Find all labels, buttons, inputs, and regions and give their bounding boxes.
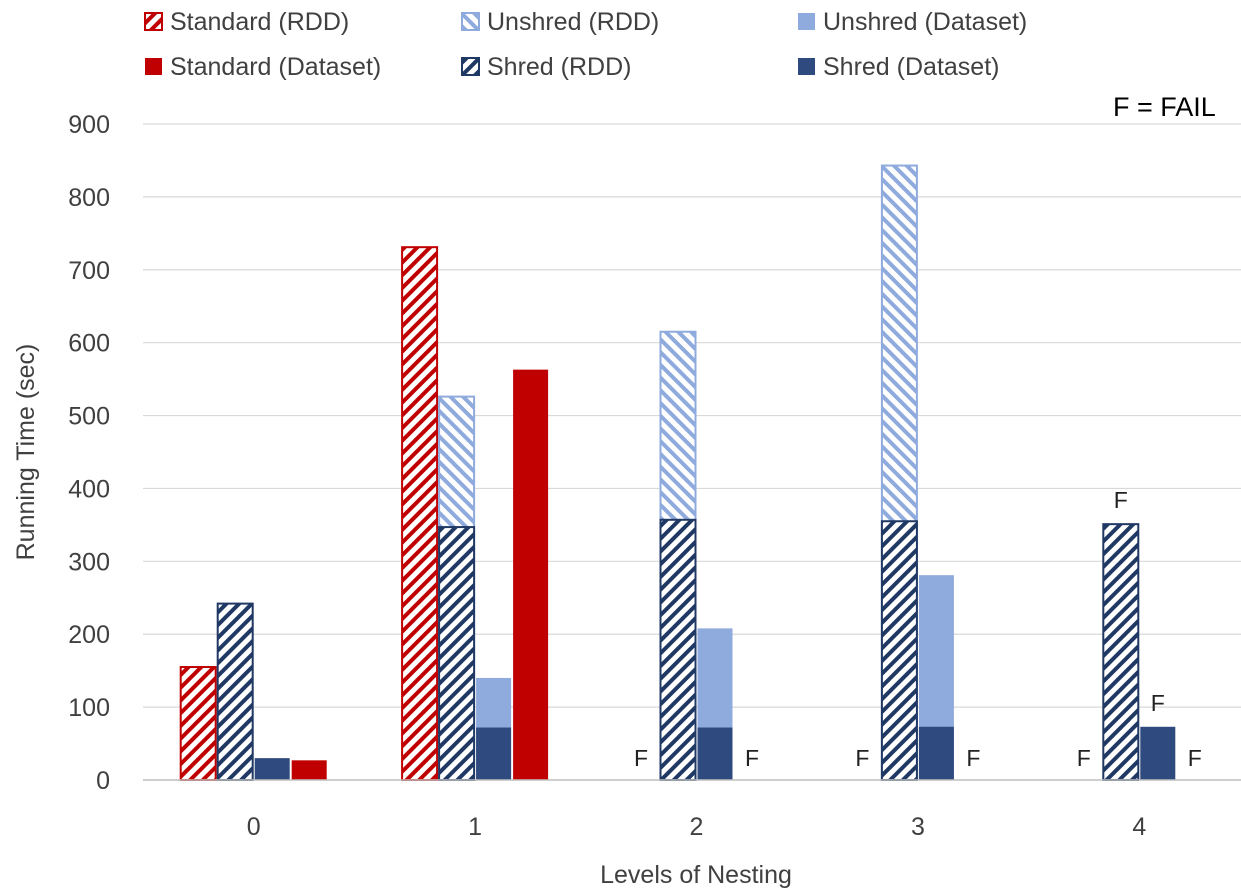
bar-shred-dataset-level-1 bbox=[476, 727, 512, 780]
fail-marker: F bbox=[745, 745, 759, 771]
fail-marker: F bbox=[1188, 745, 1202, 771]
bar-shred-rdd-level-4 bbox=[1102, 523, 1140, 781]
legend: Standard (RDD) Unshred (RDD) Unshred (Data… bbox=[144, 8, 1027, 81]
y-tick-label: 900 bbox=[68, 111, 110, 139]
fail-marker: F bbox=[1151, 690, 1165, 716]
x-axis-ticks: 0 1 2 3 4 bbox=[247, 813, 1147, 841]
x-tick-label: 0 bbox=[247, 813, 261, 841]
legend-label: Shred (Dataset) bbox=[823, 53, 999, 81]
y-tick-label: 600 bbox=[68, 330, 110, 358]
fail-marker: F bbox=[855, 745, 869, 771]
x-tick-label: 1 bbox=[468, 813, 482, 841]
y-tick-label: 200 bbox=[68, 621, 110, 649]
y-tick-label: 500 bbox=[68, 403, 110, 431]
bar-standard-rdd-level-0 bbox=[179, 666, 217, 781]
legend-label: Unshred (RDD) bbox=[487, 8, 659, 36]
fail-markers: F F F F F F F F bbox=[634, 487, 1202, 771]
fail-marker: F bbox=[1077, 745, 1091, 771]
legend-label: Unshred (Dataset) bbox=[823, 8, 1027, 36]
legend-swatch bbox=[798, 13, 815, 30]
fail-marker: F bbox=[634, 745, 648, 771]
bar-standard-rdd-level-1 bbox=[401, 246, 439, 781]
bars bbox=[179, 164, 1176, 782]
legend-swatch bbox=[144, 12, 163, 31]
x-tick-label: 2 bbox=[690, 813, 704, 841]
bar-shred-rdd-level-2 bbox=[659, 518, 697, 782]
fail-marker: F bbox=[966, 745, 980, 771]
x-axis-title: Levels of Nesting bbox=[600, 861, 792, 889]
bar-shred-rdd-level-1 bbox=[438, 526, 476, 781]
legend-swatch bbox=[798, 58, 815, 75]
y-tick-label: 800 bbox=[68, 184, 110, 212]
y-tick-label: 0 bbox=[96, 767, 110, 795]
fail-marker: F bbox=[1114, 487, 1128, 513]
legend-swatch bbox=[461, 12, 480, 31]
y-tick-label: 300 bbox=[68, 548, 110, 576]
x-tick-label: 4 bbox=[1132, 813, 1146, 841]
y-tick-label: 100 bbox=[68, 694, 110, 722]
bar-shred-dataset-level-0 bbox=[254, 758, 290, 780]
bar-shred-dataset-level-3 bbox=[918, 726, 954, 780]
y-axis-ticks: 0 100 200 300 400 500 600 700 800 900 bbox=[68, 111, 110, 795]
legend-label: Shred (RDD) bbox=[487, 53, 631, 81]
fail-note: F = FAIL bbox=[1113, 92, 1216, 122]
bar-standard-dataset-level-0 bbox=[291, 760, 327, 780]
bar-standard-dataset-level-1 bbox=[513, 369, 549, 780]
legend-label: Standard (RDD) bbox=[170, 8, 349, 36]
y-tick-label: 700 bbox=[68, 257, 110, 285]
legend-label: Standard (Dataset) bbox=[170, 53, 381, 81]
legend-swatch bbox=[145, 58, 162, 75]
x-tick-label: 3 bbox=[911, 813, 925, 841]
legend-swatch bbox=[461, 57, 480, 76]
bar-shred-dataset-level-2 bbox=[697, 727, 733, 780]
bar-shred-rdd-level-0 bbox=[216, 602, 254, 781]
bar-shred-rdd-level-3 bbox=[880, 520, 918, 781]
y-tick-label: 400 bbox=[68, 475, 110, 503]
bar-shred-dataset-level-4 bbox=[1140, 726, 1176, 780]
y-axis-title: Running Time (sec) bbox=[12, 344, 40, 561]
